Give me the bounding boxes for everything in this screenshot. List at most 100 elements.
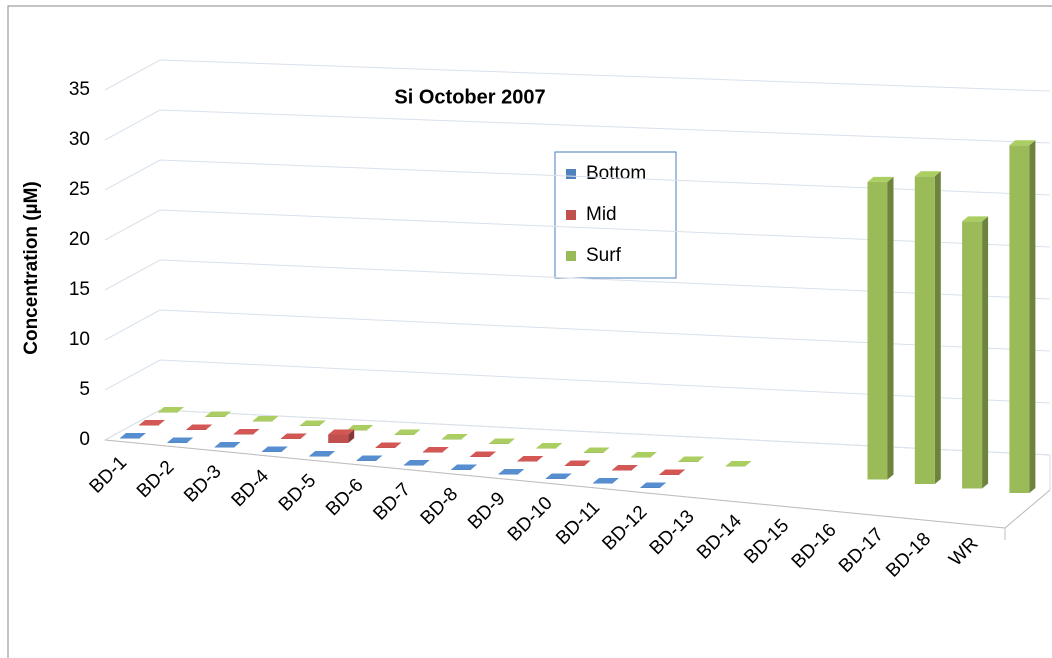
- grid-line: [104, 259, 1051, 300]
- x-tick-label: BD-7: [369, 479, 414, 524]
- y-tick-label: 5: [79, 379, 90, 400]
- x-tick-label: BD-11: [552, 497, 604, 549]
- bar-front: [205, 416, 226, 417]
- bar-top: [498, 469, 525, 474]
- bar-front: [252, 421, 273, 422]
- legend-label: Mid: [586, 204, 617, 225]
- bar-front: [214, 447, 235, 448]
- bar-top: [252, 416, 279, 421]
- bar-front: [394, 434, 415, 435]
- bar-top: [261, 446, 288, 452]
- legend-label: Bottom: [586, 163, 646, 184]
- bar-front: [489, 443, 510, 444]
- bar: [214, 442, 241, 448]
- bar: [394, 429, 421, 435]
- bar-top: [167, 437, 194, 443]
- bar-top: [375, 442, 402, 448]
- bar-side: [934, 171, 941, 484]
- y-tick-label: 15: [69, 279, 90, 300]
- bar-top: [328, 429, 355, 435]
- bar-front: [640, 487, 661, 488]
- x-tick-label: BD-15: [740, 515, 793, 568]
- bar: [593, 478, 619, 484]
- bar: [725, 461, 752, 467]
- legend-swatch: [566, 210, 576, 220]
- bar-side: [1029, 140, 1036, 494]
- bar-front: [356, 460, 377, 461]
- bar-front: [470, 456, 491, 457]
- bar: [233, 429, 260, 435]
- bar: [640, 482, 667, 488]
- bar-front: [536, 448, 557, 449]
- bar-front: [593, 483, 613, 484]
- bar-front: [261, 451, 282, 452]
- bar-side: [348, 429, 355, 443]
- bar-top: [564, 460, 591, 466]
- x-tick-label: BD-6: [322, 475, 367, 520]
- bar: [583, 447, 610, 453]
- bar-front: [375, 447, 396, 448]
- bar: [375, 442, 402, 448]
- bar: [252, 416, 279, 422]
- bar-front: [678, 461, 699, 462]
- grid-line: [104, 309, 1051, 352]
- bar-front: [564, 465, 585, 466]
- bar-top: [725, 461, 752, 466]
- bar: [470, 451, 497, 457]
- bar: [517, 456, 544, 462]
- bar-front: [583, 452, 604, 453]
- bar-front: [914, 176, 935, 484]
- bar: [280, 433, 307, 439]
- bar-front: [1009, 145, 1030, 494]
- bar-front: [186, 429, 207, 430]
- bar-top: [347, 425, 374, 430]
- bar-front: [517, 461, 538, 462]
- legend-swatch: [566, 169, 576, 179]
- bar-top: [536, 443, 563, 448]
- bar: [441, 434, 468, 440]
- y-tick-label: 35: [69, 79, 90, 100]
- bar-top: [962, 216, 989, 222]
- bar-top: [545, 473, 572, 479]
- x-tick-label: WR: [945, 533, 982, 570]
- frame: [7, 5, 1052, 658]
- y-tick-label: 0: [79, 429, 90, 450]
- bar-top: [489, 438, 516, 444]
- bar-top: [914, 171, 941, 177]
- bar-front: [422, 452, 443, 453]
- bar: [536, 443, 563, 449]
- y-tick-label: 10: [69, 329, 90, 350]
- x-tick-label: BD-18: [882, 529, 935, 582]
- bar: [158, 407, 184, 413]
- x-tick-label: BD-16: [788, 520, 841, 573]
- bar-front: [451, 469, 472, 470]
- bar: [261, 446, 288, 452]
- bar: [564, 460, 591, 466]
- bar-top: [120, 433, 146, 438]
- bar-front: [309, 456, 330, 457]
- bar-top: [678, 456, 705, 462]
- bar-front: [441, 439, 462, 440]
- grid-line: [104, 109, 1051, 144]
- bar: [962, 216, 989, 489]
- bar: [422, 447, 449, 453]
- bar-top: [593, 478, 619, 483]
- x-tick-label: BD-4: [228, 465, 274, 511]
- bar-top: [659, 469, 686, 475]
- x-tick-label: BD-12: [598, 502, 651, 555]
- bar-front: [403, 465, 424, 466]
- bar-top: [1009, 140, 1036, 146]
- bar-top: [422, 447, 449, 452]
- bar-side: [887, 176, 894, 480]
- y-tick-label: 25: [69, 179, 90, 200]
- x-tick-label: BD-10: [504, 493, 557, 546]
- bar: [356, 455, 383, 461]
- x-tick-label: BD-3: [180, 461, 225, 506]
- legend-swatch: [566, 251, 576, 261]
- x-tick-label: BD-2: [133, 457, 178, 502]
- bar-top: [186, 424, 213, 430]
- bar-front: [280, 438, 301, 439]
- bar-front: [962, 221, 983, 489]
- bar: [659, 469, 686, 475]
